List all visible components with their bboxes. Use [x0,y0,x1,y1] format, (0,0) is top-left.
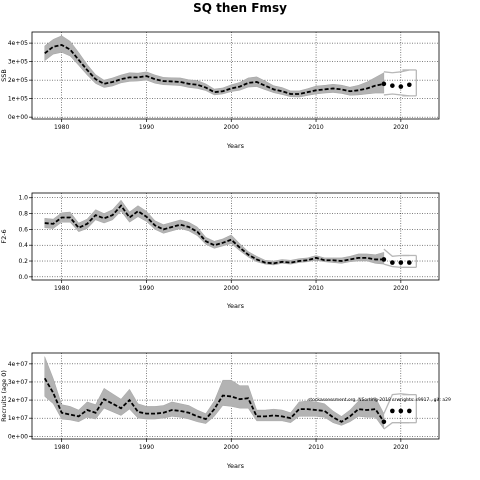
recruits-projection-point [390,408,395,414]
f-confidence-band [44,199,385,266]
recruits-projection-point [407,408,412,414]
f-ytick-label: 0.2 [18,258,28,265]
f-panel: 1980 1990 2000 2010 2020 0.0 0.2 0.4 0.6 0.8 1.0 F2… [0,192,440,310]
recruits-ytick-label: 2e+07 [8,397,28,404]
ssb-panel: 1980 1990 2000 2010 2020 0e+00 1e+05 2e+05 3e+05… [0,31,440,150]
ssb-xtick-label: 1980 [54,124,69,131]
ssb-series-line [44,44,385,95]
ssb-ytick-label: 0e+00 [8,114,28,121]
ssb-projection-point [398,84,404,89]
f-xtick-label: 2020 [393,285,408,292]
recruits-ytick-label: 0e+00 [8,433,28,440]
ssb-projection-point [407,82,412,88]
ssb-ytick-label: 2e+05 [8,77,28,84]
recruits-series-line [43,377,385,423]
ssb-projection-upper [383,69,410,74]
ssb-projection-point [390,83,395,88]
f-ylabel: F2-6 [0,229,8,243]
recruits-xtick-label: 1980 [54,444,69,451]
recruits-xlabel: Years [226,462,245,470]
recruits-ytick-label: 4e+07 [8,361,28,368]
recruits-ytick-label: 3e+07 [8,379,28,386]
recruits-projection-point [381,419,387,425]
f-ytick-label: 0.8 [18,211,28,218]
ssb-xtick-label: 1990 [139,124,154,131]
f-series-line [44,204,384,265]
recruits-panel: 1980 1990 2000 2010 2020 0e+00 1e+07 2e+07 3e+07… [0,352,451,470]
f-projection-point [381,257,387,262]
recruits-xtick-label: 2010 [308,444,323,451]
recruits-ytick-label: 1e+07 [8,415,28,422]
f-axes-frame [31,192,440,281]
f-xtick-label: 2010 [308,285,323,292]
f-ytick-label: 0.6 [18,226,28,233]
f-projection-point [390,260,395,265]
recruits-xtick-label: 2000 [224,444,239,451]
ssb-ytick-label: 1e+05 [8,96,28,103]
recruits-axes-frame [31,352,440,440]
recruits-confidence-band [44,356,385,430]
f-ytick-label: 0.0 [18,274,28,281]
ssb-xlabel: Years [226,142,245,150]
f-xtick-label: 2000 [224,285,239,292]
recruits-projection-lower [383,422,410,430]
recruits-projection-upper [383,393,410,414]
f-projection-point [398,260,404,265]
f-xtick-label: 1980 [54,285,69,292]
ssb-ylabel: SSB [0,69,8,82]
recruits-annotation: stockassessment.org, NSorting-2018 srwri… [308,397,451,403]
ssb-ytick-label: 4e+05 [8,40,28,47]
figure-title: SQ then Fmsy [193,1,287,15]
recruits-ylabel: Recruits (age 0) [0,370,8,422]
ssb-xtick-label: 2000 [224,124,239,131]
recruits-xtick-label: 2020 [393,444,408,451]
recruits-xtick-label: 1990 [139,444,154,451]
f-ytick-label: 1.0 [18,195,28,202]
ssb-xtick-label: 2020 [393,124,408,131]
ssb-axes-frame [31,31,440,120]
recruits-projection-point [398,408,404,414]
f-xlabel: Years [226,302,245,310]
ssb-xtick-label: 2010 [308,124,323,131]
f-xtick-label: 1990 [139,285,154,292]
ssb-projection-point [381,81,387,87]
f-ytick-label: 0.4 [18,242,28,249]
ssb-ytick-label: 3e+05 [8,59,28,66]
f-projection-point [407,260,412,265]
